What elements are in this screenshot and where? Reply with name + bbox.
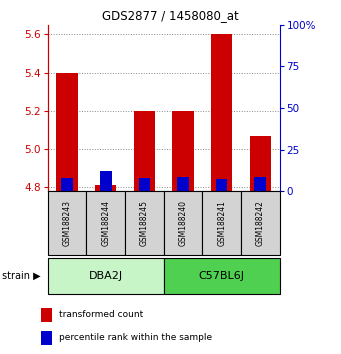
Bar <box>216 179 227 191</box>
Text: strain ▶: strain ▶ <box>2 271 40 281</box>
Bar <box>177 177 189 191</box>
Text: GSM188245: GSM188245 <box>140 200 149 246</box>
Bar <box>41 331 52 344</box>
Text: transformed count: transformed count <box>59 310 144 319</box>
Bar <box>164 191 202 255</box>
Bar <box>202 191 241 255</box>
Text: GSM188241: GSM188241 <box>217 200 226 246</box>
Bar <box>95 185 116 191</box>
Bar <box>48 191 86 255</box>
Bar <box>41 308 52 322</box>
Bar <box>86 191 125 255</box>
Text: GSM188243: GSM188243 <box>62 200 72 246</box>
Text: DBA2J: DBA2J <box>89 271 123 281</box>
Bar <box>254 177 266 191</box>
Bar <box>164 258 280 294</box>
Bar <box>250 136 271 191</box>
Text: GDS2877 / 1458080_at: GDS2877 / 1458080_at <box>102 9 239 22</box>
Bar <box>125 191 164 255</box>
Text: C57BL6J: C57BL6J <box>199 271 244 281</box>
Text: GSM188240: GSM188240 <box>178 200 188 246</box>
Text: GSM188244: GSM188244 <box>101 200 110 246</box>
Text: percentile rank within the sample: percentile rank within the sample <box>59 333 212 342</box>
Bar <box>61 178 73 191</box>
Bar <box>100 171 112 191</box>
Bar <box>241 191 280 255</box>
Bar <box>56 73 78 191</box>
Bar <box>172 111 194 191</box>
Bar <box>138 178 150 191</box>
Bar <box>134 111 155 191</box>
Bar <box>211 34 232 191</box>
Bar <box>48 258 164 294</box>
Text: GSM188242: GSM188242 <box>256 200 265 246</box>
